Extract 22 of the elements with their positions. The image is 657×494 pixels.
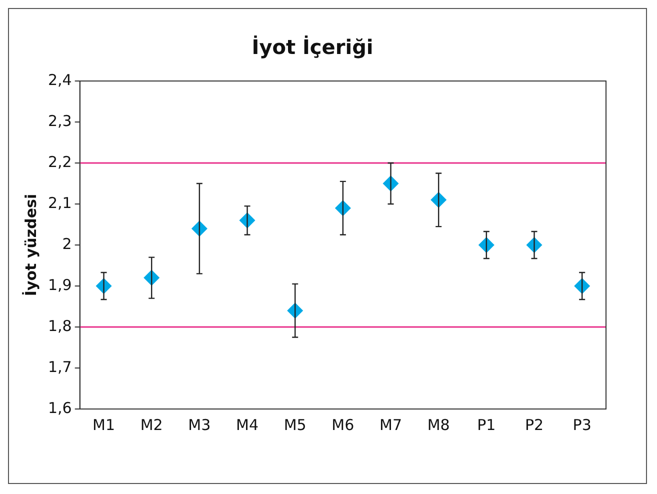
- y-tick-label: 1,6: [48, 398, 72, 417]
- x-tick-label: P3: [572, 416, 592, 434]
- y-tick-label: 1,9: [48, 276, 72, 294]
- x-tick-label: P2: [524, 416, 544, 434]
- x-tick-label: P1: [477, 416, 496, 434]
- y-tick-label: 2,2: [48, 152, 72, 171]
- x-tick-label: M3: [188, 416, 211, 434]
- x-tick-label: M6: [332, 416, 354, 434]
- y-tick-label: 1,8: [48, 316, 72, 335]
- y-tick-label: 2,3: [48, 112, 72, 130]
- x-tick-label: M7: [380, 416, 402, 434]
- x-tick-label: M2: [140, 416, 163, 434]
- y-tick-label: 2: [62, 234, 72, 253]
- y-tick-label: 2,4: [48, 70, 72, 89]
- y-tick-label: 2,1: [48, 194, 72, 212]
- x-tick-label: M5: [284, 416, 306, 434]
- x-tick-label: M4: [236, 416, 259, 434]
- y-tick-label: 1,7: [48, 358, 72, 376]
- x-tick-label: M1: [92, 416, 116, 434]
- chart-title: İyot İçeriği: [252, 35, 374, 60]
- y-axis-title: İyot yüzdesi: [22, 194, 40, 296]
- x-tick-label: M8: [427, 416, 450, 434]
